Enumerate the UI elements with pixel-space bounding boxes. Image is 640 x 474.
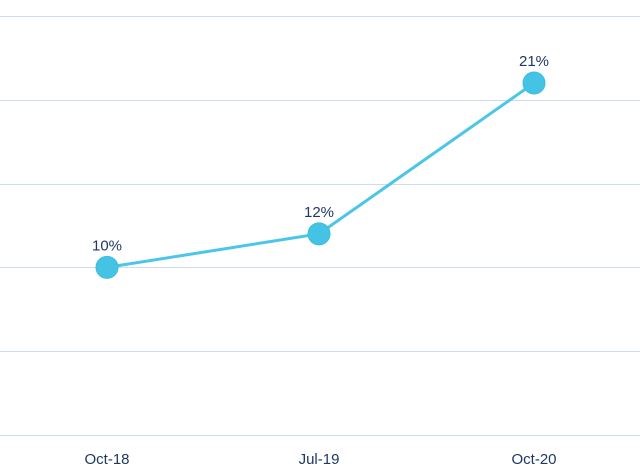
series-layer: 10% 12% 21% <box>92 53 549 279</box>
x-axis-tick-labels: Oct-18 Jul-19 Oct-20 <box>84 451 556 468</box>
data-label: 10% <box>92 237 122 254</box>
data-label: 12% <box>304 204 334 221</box>
data-point <box>307 222 331 246</box>
x-tick-label: Oct-20 <box>511 451 556 468</box>
data-label: 21% <box>519 53 549 70</box>
x-tick-label: Oct-18 <box>84 451 129 468</box>
data-point <box>522 71 546 95</box>
data-point <box>95 255 119 279</box>
x-tick-label: Jul-19 <box>299 451 340 468</box>
